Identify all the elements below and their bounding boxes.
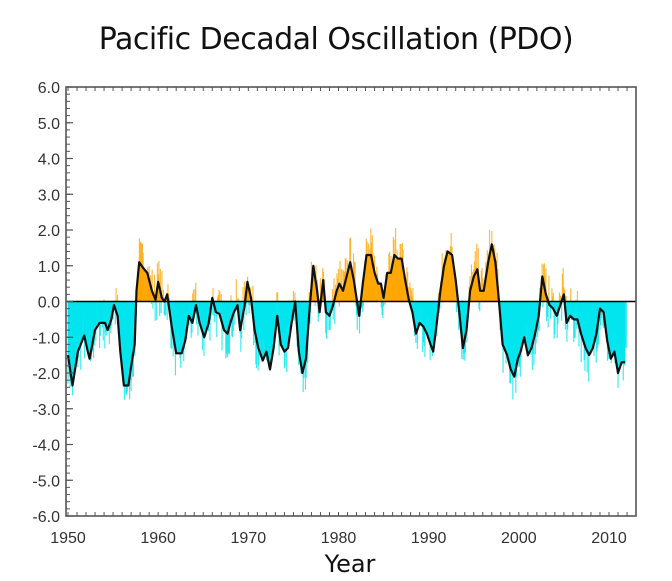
smoothed-line	[66, 243, 626, 387]
chart-title: Pacific Decadal Oscillation (PDO)	[98, 22, 574, 57]
y-tick-label: -2.0	[32, 366, 60, 383]
x-tick-label: 1980	[321, 530, 357, 547]
y-tick-label: 5.0	[38, 116, 60, 133]
x-tick-label: 2010	[591, 530, 627, 547]
y-tick-label: 4.0	[38, 152, 60, 169]
y-tick-label: 1.0	[38, 259, 60, 276]
y-tick-label: -5.0	[32, 473, 60, 490]
y-tick-label: -4.0	[32, 438, 60, 455]
y-tick-label: -1.0	[32, 330, 60, 347]
y-tick-label: 3.0	[38, 187, 60, 204]
fill-layer	[68, 244, 626, 386]
x-tick-label: 1950	[50, 530, 86, 547]
positive-area	[68, 244, 626, 302]
x-tick-label: 1970	[231, 530, 267, 547]
negative-area	[68, 301, 626, 386]
x-tick-label: 1960	[140, 530, 176, 547]
x-axis-label: Year	[324, 550, 376, 578]
y-tick-label: 2.0	[38, 223, 60, 240]
raw-bars-layer	[67, 227, 627, 400]
y-tick-label: 6.0	[38, 80, 60, 97]
y-tick-label: -3.0	[32, 402, 60, 419]
x-tick-label: 1990	[411, 530, 447, 547]
axes-layer: 6.0 5.0 4.0 3.0 2.0 1.0 0.0 -1.0 -2.0 -3.0 -4.0 -5.…	[32, 80, 637, 547]
smoothed-line-layer	[66, 243, 626, 387]
y-tick-label: -6.0	[32, 509, 60, 526]
y-tick-label: 0.0	[38, 295, 60, 312]
x-tick-label: 2000	[501, 530, 537, 547]
